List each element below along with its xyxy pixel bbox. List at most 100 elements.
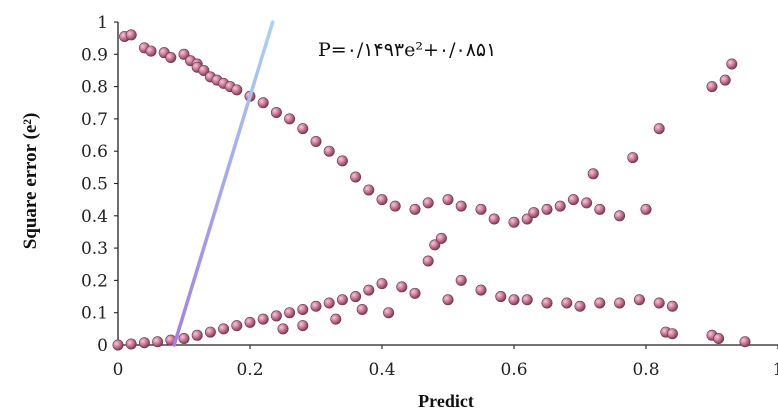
data-point [270, 310, 282, 322]
data-point [488, 213, 500, 225]
y-tick-label: 0.3 [81, 239, 108, 259]
x-tick-label: 0.6 [500, 360, 527, 380]
data-point [218, 323, 230, 335]
data-point [528, 207, 540, 219]
data-point [284, 307, 296, 319]
y-tick-label: 0.2 [81, 271, 108, 291]
y-tick-label: 0.6 [81, 142, 108, 162]
data-point [594, 203, 606, 215]
data-point [719, 74, 731, 86]
data-point [152, 336, 164, 348]
data-point [389, 200, 401, 212]
data-point [561, 297, 573, 309]
data-point [125, 338, 137, 350]
data-point [376, 278, 388, 290]
data-point [396, 281, 408, 293]
data-point [138, 337, 150, 349]
data-point [323, 145, 335, 157]
data-point [376, 194, 388, 206]
data-point [495, 291, 507, 303]
data-point [310, 300, 322, 312]
x-tick-label: 1 [773, 360, 778, 380]
y-tick-label: 0.9 [81, 45, 108, 65]
data-point [475, 203, 487, 215]
data-point [442, 294, 454, 306]
data-point [191, 329, 203, 341]
data-point [330, 313, 342, 325]
data-point [627, 152, 639, 164]
data-point [231, 320, 243, 332]
data-point [554, 200, 566, 212]
y-tick-label: 0.8 [81, 78, 108, 98]
data-point [422, 197, 434, 209]
data-point [257, 313, 269, 325]
y-tick-label: 0.7 [81, 110, 108, 130]
x-axis-label: Predict [418, 391, 474, 411]
data-point [475, 284, 487, 296]
data-point [178, 333, 190, 345]
x-tick-label: 0.8 [632, 360, 659, 380]
y-tick-label: 1 [97, 13, 108, 33]
data-point [336, 294, 348, 306]
data-point [435, 232, 447, 244]
data-point [409, 203, 421, 215]
data-point [125, 29, 137, 41]
fit-line-group [172, 20, 275, 347]
data-point [541, 203, 553, 215]
data-point [409, 287, 421, 299]
data-point [653, 297, 665, 309]
data-point [350, 291, 362, 303]
data-point [244, 316, 256, 328]
data-point [257, 97, 269, 109]
fit-line [172, 20, 275, 347]
data-point [277, 323, 289, 335]
data-point [165, 52, 177, 64]
x-tick-label: 0.4 [368, 360, 395, 380]
data-point [284, 113, 296, 125]
data-point [614, 210, 626, 222]
x-tick-label: 0 [113, 360, 124, 380]
data-point [594, 297, 606, 309]
data-point [640, 203, 652, 215]
data-point [541, 297, 553, 309]
data-point [587, 168, 599, 180]
y-tick-label: 0 [97, 336, 108, 356]
data-point [666, 328, 678, 340]
data-point [567, 194, 579, 206]
data-point [614, 297, 626, 309]
data-point [581, 197, 593, 209]
data-point [145, 45, 157, 57]
data-point [323, 297, 335, 309]
data-point [297, 303, 309, 315]
data-point [198, 64, 210, 76]
data-point [336, 155, 348, 167]
data-point [297, 320, 309, 332]
data-point [297, 123, 309, 135]
data-point [231, 84, 243, 96]
y-tick-label: 0.4 [81, 207, 108, 227]
data-point [204, 326, 216, 338]
data-point [270, 106, 282, 118]
data-point [508, 216, 520, 228]
data-point [112, 339, 124, 351]
data-point [574, 300, 586, 312]
axes: 0 0.1 0.2 0.3 0.4 0.5 0.6 0.7 0.8 0.9 1 0 0.2 0.4 0.6 0… [81, 13, 778, 380]
data-point [310, 136, 322, 148]
chart-labels: P=۰/۱۴۹۳e²+۰/۰۸۵۱ Predict Square error (… [20, 39, 496, 411]
data-point [726, 58, 738, 70]
data-point [429, 239, 441, 251]
data-point [356, 303, 368, 315]
y-tick-label: 0.1 [81, 304, 108, 324]
x-tick-label: 0.2 [236, 360, 263, 380]
data-point [442, 194, 454, 206]
y-axis-label: Square error (e²) [20, 113, 41, 250]
data-point [422, 255, 434, 267]
data-point [739, 336, 751, 348]
data-point [455, 274, 467, 286]
data-point [508, 294, 520, 306]
data-point [666, 300, 678, 312]
data-point [713, 333, 725, 345]
data-point [363, 284, 375, 296]
